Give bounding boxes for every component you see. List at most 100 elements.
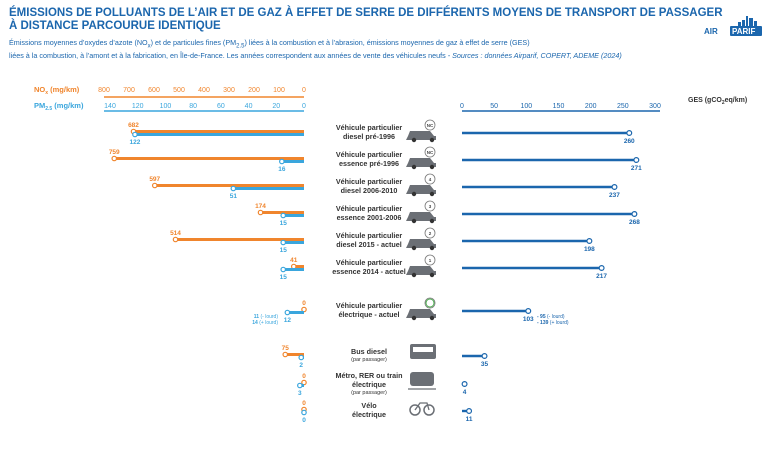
ges-value-label: 35 (481, 361, 489, 368)
car-wheel (411, 315, 417, 321)
car-icon (406, 254, 436, 278)
subtitle-source: - Sources : données Airparif, COPERT, AD… (445, 51, 622, 61)
ges-value-label: 268 (629, 219, 640, 226)
ges-tick-label: 200 (585, 103, 597, 110)
ges-point (626, 130, 633, 137)
pm-value-label: 15 (280, 220, 288, 227)
car-wheel (411, 272, 417, 278)
badge-circle (424, 227, 436, 239)
nox-point (151, 182, 158, 189)
pm-value-label: 16 (278, 166, 286, 173)
ges-tick-label: 250 (617, 103, 629, 110)
car-icon (406, 200, 436, 224)
badge-circle (424, 146, 436, 158)
pm-point (279, 158, 285, 165)
nox-value-label: 597 (149, 176, 160, 183)
train-body (410, 372, 434, 386)
category-label-line: électrique (352, 410, 386, 419)
bike-frame (414, 402, 430, 411)
nox-value-label: 75 (282, 345, 290, 352)
category-label-line: Véhicule particulier (335, 150, 403, 159)
car-wheel (429, 315, 435, 321)
category-label-line: diesel 2006-2010 (340, 186, 398, 195)
category-label-sub: (par passager) (351, 357, 387, 363)
car-wheel (429, 191, 435, 197)
subtitle-nox-sub: x (147, 43, 151, 50)
nox-tick-label: 200 (248, 87, 260, 94)
pm-tick-label: 20 (272, 103, 280, 110)
nox-tick-label: 800 (98, 87, 110, 94)
nox-tick-label: 400 (198, 87, 210, 94)
category-label: Véhicule particulier diesel 2015 - actuel (304, 231, 434, 249)
category-label-line: diesel pré-1996 (343, 132, 395, 141)
nox-value-label: 0 (302, 300, 306, 307)
ges-range-note: - 95 (- lourd) (537, 314, 565, 320)
ges-point (525, 308, 532, 315)
critair-badge-text: NC (427, 123, 434, 128)
bus-icon (410, 344, 436, 359)
logo-text: PARIF (732, 27, 756, 36)
pm-range-note: 11 (- lourd) (254, 314, 279, 320)
badge-circle (424, 254, 436, 266)
nox-tick-label: 300 (223, 87, 235, 94)
category-label-line: diesel 2015 - actuel (336, 240, 402, 249)
subtitle-part-c: ) liées à la combustion et à l’abrasion,… (244, 38, 530, 47)
ges-axis-title: GES (gCO2eq/km) (688, 97, 747, 106)
bike-icon (409, 402, 435, 416)
car-body (406, 185, 436, 194)
badge-circle (424, 119, 436, 131)
category-label-line: essence 2001-2006 (336, 213, 402, 222)
critair-badge-text: 1 (429, 258, 432, 263)
car-wheel (411, 218, 417, 224)
pm-value-label: 3 (298, 390, 302, 397)
ges-point (598, 265, 605, 272)
ges-point (461, 381, 468, 388)
car-wheel (429, 137, 435, 143)
electric-plug-icon (425, 298, 435, 308)
pm-point (297, 382, 303, 389)
car-body (406, 309, 436, 318)
car-wheel (411, 137, 417, 143)
airparif-logo: AIR PARIF (704, 16, 762, 36)
category-label: Véhicule particulier diesel 2006-2010 (304, 177, 434, 195)
category-label: Véhicule particulier électrique - actuel (304, 301, 434, 319)
ges-tick-label: 150 (553, 103, 565, 110)
nox-value-label: 682 (128, 122, 139, 129)
ges-value-label: 260 (624, 138, 635, 145)
category-label-line: Métro, RER ou train (335, 370, 403, 380)
car-icon (406, 227, 436, 251)
category-label-line: Vélo (361, 401, 377, 410)
nox-tick-label: 100 (273, 87, 285, 94)
nox-tick-label: 600 (148, 87, 160, 94)
ges-value-label: 103 (523, 316, 534, 323)
category-label-line: électrique (352, 379, 386, 389)
pm-value-label: 2 (299, 362, 303, 369)
ges-value-label: 271 (631, 165, 642, 172)
title-line-1: ÉMISSIONS DE POLLUANTS DE L’AIR ET DE GA… (9, 7, 723, 19)
category-label-line: essence 2014 - actuel (332, 267, 406, 276)
bike-wheel (409, 404, 421, 416)
pm-point (284, 309, 291, 316)
pm-tick-label: 140 (104, 103, 116, 110)
category-label: Véhicule particulier essence pré-1996 (304, 150, 434, 168)
category-label-line: Bus diesel (351, 347, 387, 356)
critair-badge-text: NC (427, 150, 434, 155)
category-label-line: essence pré-1996 (339, 159, 399, 168)
nox-value-label: 0 (302, 373, 306, 380)
pm-value-label: 12 (284, 317, 292, 324)
category-label-line: Véhicule particulier (335, 231, 403, 240)
nox-value-label: 41 (290, 257, 298, 264)
nox-value-label: 174 (255, 203, 266, 210)
category-label: Véhicule particulier diesel pré-1996 (304, 123, 434, 141)
pm-tick-label: 100 (160, 103, 172, 110)
car-icon (406, 119, 436, 143)
ges-value-label: 11 (466, 416, 473, 423)
subtitle-line-2: liées à la combustion, à l’amont et à la… (9, 51, 446, 61)
ges-value-label: 198 (584, 246, 595, 253)
category-label-line: Véhicule particulier (335, 258, 403, 267)
category-label-line: Véhicule particulier (335, 177, 403, 186)
bike-wheel (423, 404, 435, 416)
pm-point (280, 239, 287, 246)
car-body (406, 239, 436, 248)
